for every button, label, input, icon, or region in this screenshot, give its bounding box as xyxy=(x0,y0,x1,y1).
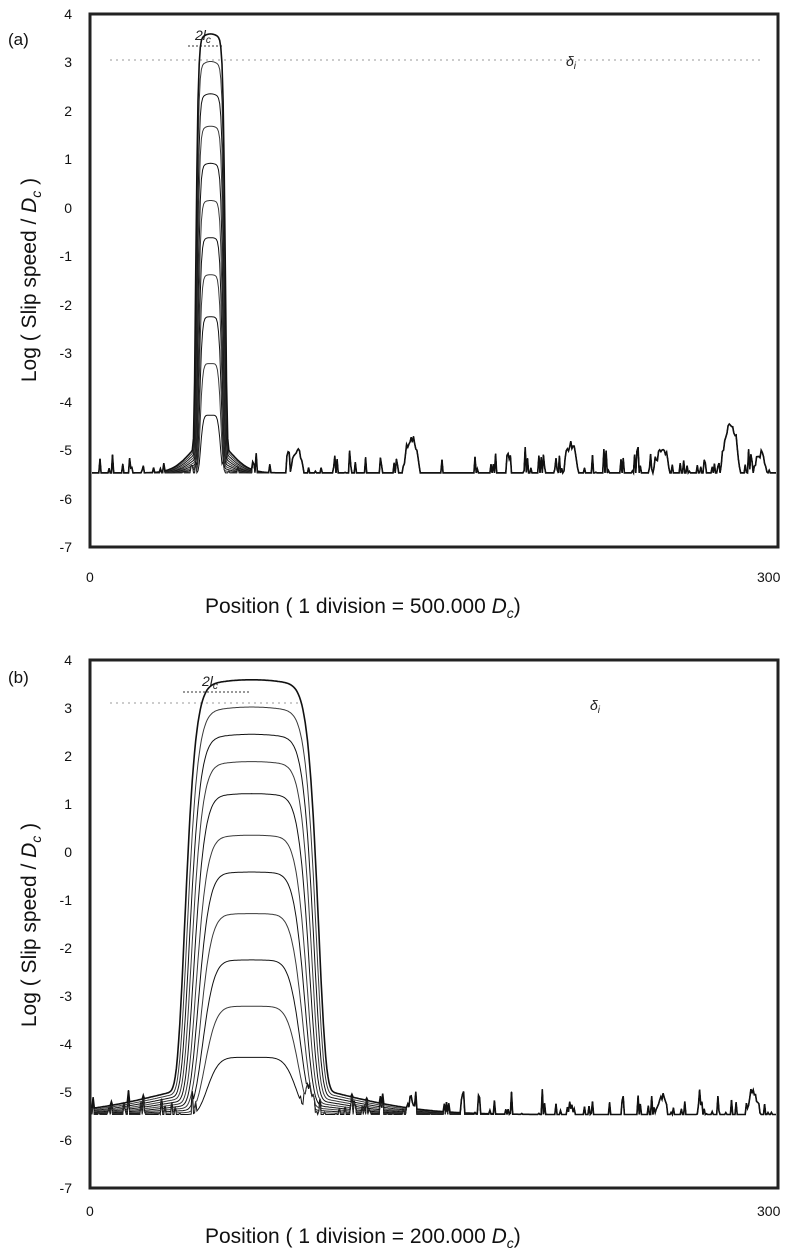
y-tick: -1 xyxy=(60,248,73,264)
series-line xyxy=(91,733,776,1117)
y-tick: 0 xyxy=(64,200,72,216)
panel-b-y-ticks: 4 3 2 1 0 -1 -2 -3 -4 -5 -6 -7 xyxy=(60,652,73,1196)
y-tick: -6 xyxy=(60,491,73,507)
panel-a: (a) 4 3 2 1 0 -1 -2 -3 -4 -5 -6 -7 0 300… xyxy=(8,6,781,621)
series-line xyxy=(91,793,776,1117)
panel-b-label: (b) xyxy=(8,668,29,687)
panel-b-width-annotation: 2lc xyxy=(183,673,250,693)
panel-b-x-axis-label: Position ( 1 division = 200.000 Dc) xyxy=(205,1225,521,1250)
x-tick-end: 300 xyxy=(757,1203,781,1219)
y-tick: -2 xyxy=(60,297,73,313)
y-tick: 1 xyxy=(64,151,72,167)
y-tick: -3 xyxy=(60,988,73,1004)
y-tick: -5 xyxy=(60,442,73,458)
x-tick-start: 0 xyxy=(86,1203,94,1219)
y-tick: -4 xyxy=(60,394,73,410)
panel-a-delta-annotation: δi xyxy=(110,53,760,72)
delta-label: δi xyxy=(590,697,601,716)
y-tick: -5 xyxy=(60,1084,73,1100)
panel-b-frame xyxy=(88,658,780,1190)
series-line xyxy=(91,913,776,1117)
panel-a-frame xyxy=(88,12,780,549)
panel-b-delta-annotation: δi xyxy=(110,697,601,716)
panel-b-y-axis-label: Log ( Slip speed / Dc ) xyxy=(18,823,44,1027)
panel-a-plot-area xyxy=(92,33,776,477)
y-tick: 0 xyxy=(64,844,72,860)
y-tick: -2 xyxy=(60,940,73,956)
width-label: 2lc xyxy=(201,673,218,692)
y-tick: 3 xyxy=(64,54,72,70)
x-tick-end: 300 xyxy=(757,569,781,585)
series-line xyxy=(91,679,776,1117)
series-line xyxy=(91,761,776,1117)
y-tick: 2 xyxy=(64,748,72,764)
series-line xyxy=(91,959,776,1117)
y-tick: -7 xyxy=(60,1180,73,1196)
panel-a-y-axis-label: Log ( Slip speed / Dc ) xyxy=(18,178,44,382)
panel-a-x-axis-label: Position ( 1 division = 500.000 Dc) xyxy=(205,595,521,621)
y-tick: 4 xyxy=(64,6,72,22)
panel-b-plot-area xyxy=(91,679,776,1117)
panel-a-label: (a) xyxy=(8,30,29,49)
panel-a-y-ticks: 4 3 2 1 0 -1 -2 -3 -4 -5 -6 -7 xyxy=(60,6,73,555)
y-tick: -3 xyxy=(60,345,73,361)
y-tick: -4 xyxy=(60,1036,73,1052)
y-tick: 3 xyxy=(64,700,72,716)
x-tick-start: 0 xyxy=(86,569,94,585)
y-tick: 2 xyxy=(64,103,72,119)
y-tick: -7 xyxy=(60,539,73,555)
panel-b: (b) 4 3 2 1 0 -1 -2 -3 -4 -5 -6 -7 0 300… xyxy=(8,652,781,1250)
series-line xyxy=(92,33,776,477)
y-tick: 1 xyxy=(64,796,72,812)
series-line xyxy=(91,1005,776,1117)
y-tick: -6 xyxy=(60,1132,73,1148)
delta-label: δi xyxy=(566,53,577,72)
width-label: 2lc xyxy=(194,27,211,46)
y-tick: 4 xyxy=(64,652,72,668)
panel-a-width-annotation: 2lc xyxy=(188,27,222,47)
y-tick: -1 xyxy=(60,892,73,908)
